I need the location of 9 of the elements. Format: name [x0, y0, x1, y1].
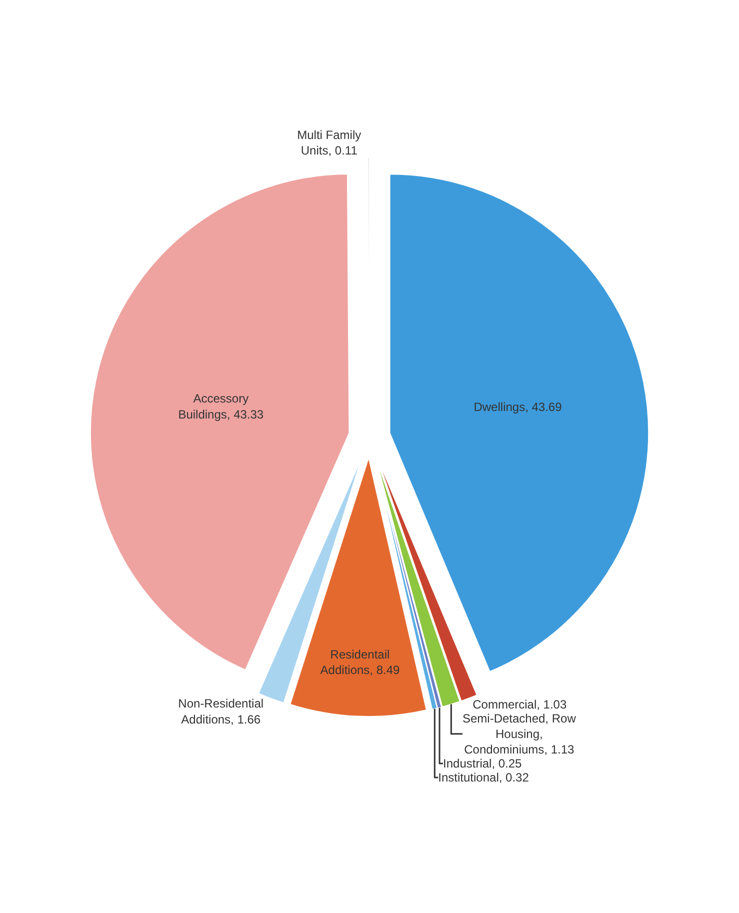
slice-label: Residentail Additions, 8.49 [320, 648, 400, 678]
slice-label: Dwellings, 43.69 [474, 400, 562, 414]
slice-label: Institutional, 0.32 [438, 770, 530, 784]
slice-label: Non-Residential Additions, 1.66 [178, 696, 264, 726]
slice-label: Semi-Detached, Row Housing, Condominiums, 1.13 [462, 711, 576, 756]
slice-label: Multi Family Units, 0.11 [297, 128, 362, 158]
slice-label: Accessory Buildings, 43.33 [178, 392, 264, 422]
slice-label: Commercial, 1.03 [472, 697, 567, 712]
slice-label: Industrial, 0.25 [443, 756, 522, 770]
